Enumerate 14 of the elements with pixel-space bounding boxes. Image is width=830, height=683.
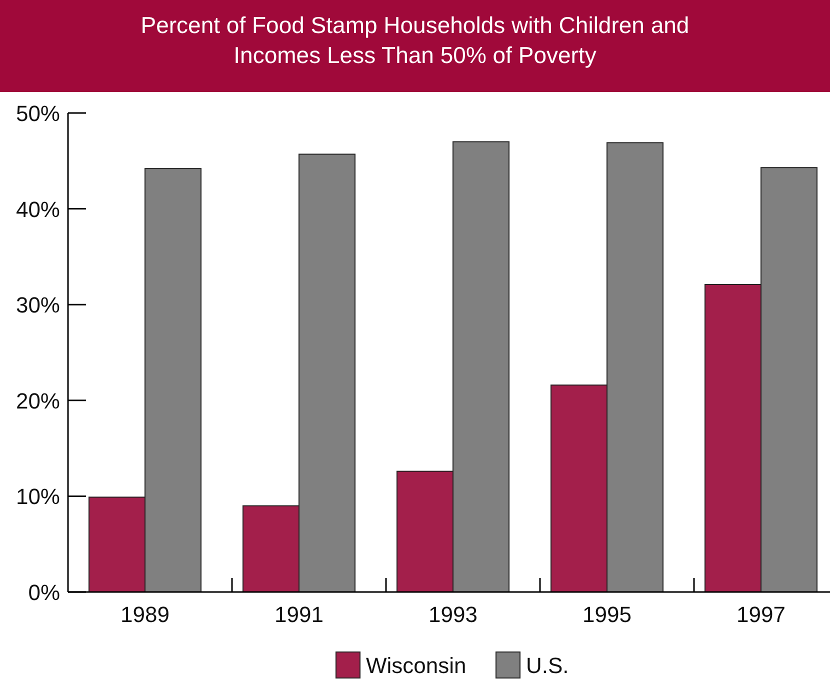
y-tick-label: 50%	[16, 101, 60, 126]
legend-label: Wisconsin	[366, 653, 466, 678]
x-tick-label: 1989	[120, 602, 170, 627]
legend-label: U.S.	[526, 653, 569, 678]
y-tick-label: 10%	[16, 484, 60, 510]
y-tick-label: 30%	[16, 292, 60, 318]
y-tick-label: 40%	[16, 196, 60, 222]
chart-title: Percent of Food Stamp Households with Children and Incomes Less Than 50% of Poverty	[140, 12, 690, 68]
y-tick-label: 0%	[28, 580, 60, 605]
x-tick-label: 1993	[428, 602, 478, 627]
x-tick-label: 1997	[736, 602, 786, 627]
x-tick-label: 1991	[274, 602, 324, 627]
y-tick-label: 20%	[16, 388, 60, 414]
x-tick-label: 1995	[582, 602, 632, 627]
